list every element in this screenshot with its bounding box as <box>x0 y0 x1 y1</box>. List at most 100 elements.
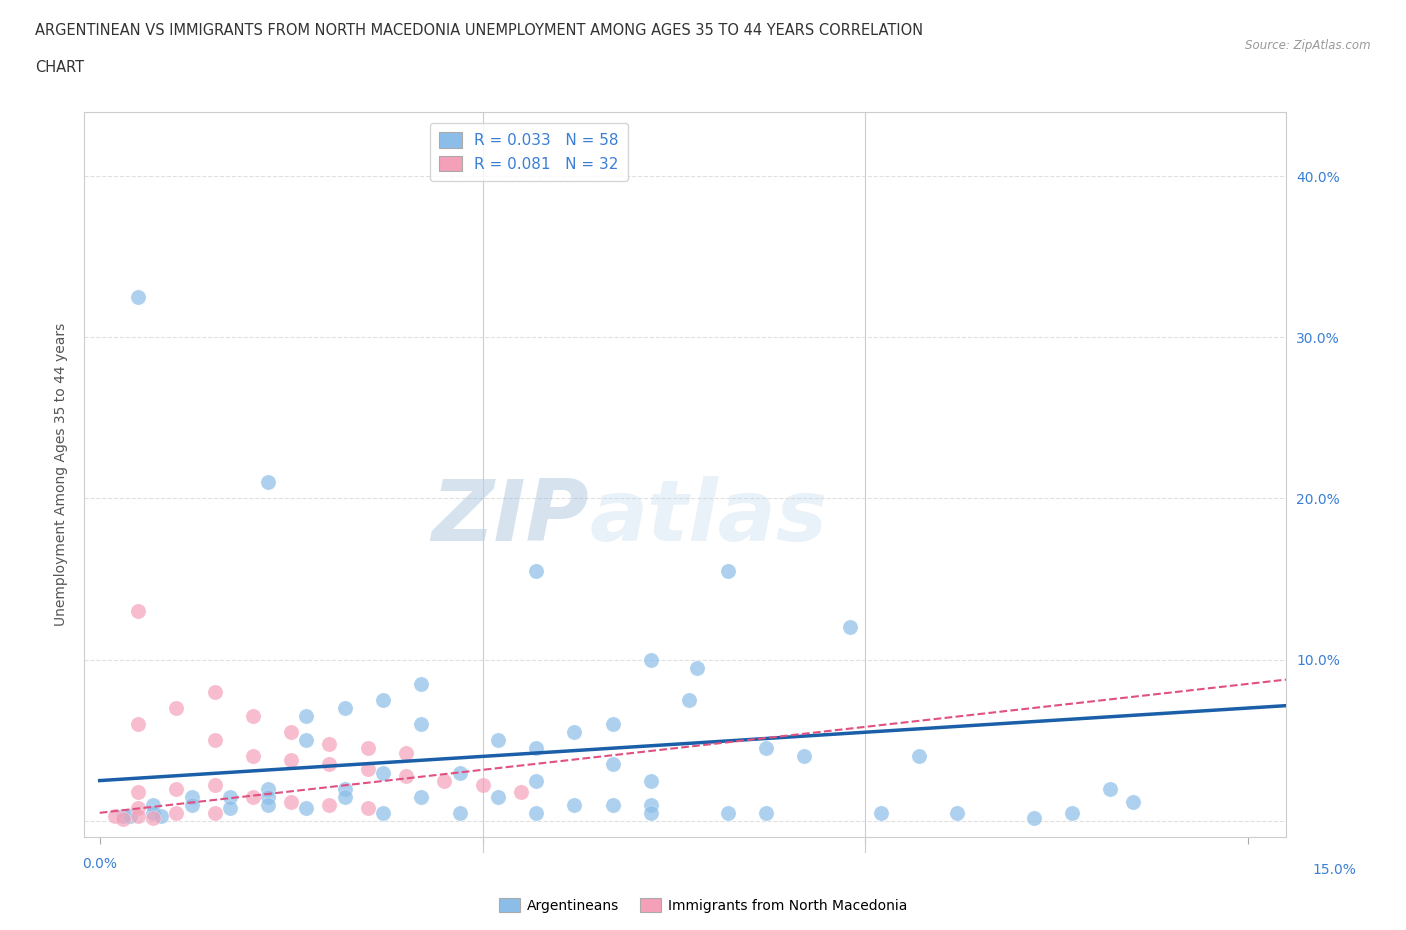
Y-axis label: Unemployment Among Ages 35 to 44 years: Unemployment Among Ages 35 to 44 years <box>55 323 69 626</box>
Point <box>104 808 127 823</box>
Point <box>524 564 547 578</box>
Point <box>371 765 394 780</box>
Point <box>333 781 356 796</box>
Point <box>142 805 165 820</box>
Point <box>204 805 226 820</box>
Point <box>242 709 264 724</box>
Point <box>111 812 134 827</box>
Point <box>433 773 456 788</box>
Point <box>716 805 738 820</box>
Point <box>411 717 433 732</box>
Point <box>127 289 149 304</box>
Point <box>257 475 280 490</box>
Text: atlas: atlas <box>589 476 827 559</box>
Point <box>524 805 547 820</box>
Point <box>356 741 378 756</box>
Point <box>356 762 378 777</box>
Point <box>218 801 240 816</box>
Point <box>486 733 509 748</box>
Point <box>257 790 280 804</box>
Point <box>908 749 931 764</box>
Point <box>280 794 302 809</box>
Point <box>127 717 149 732</box>
Point <box>869 805 891 820</box>
Point <box>127 801 149 816</box>
Point <box>142 810 165 825</box>
Point <box>218 790 240 804</box>
Point <box>142 797 165 812</box>
Point <box>640 652 662 667</box>
Text: 15.0%: 15.0% <box>1313 863 1357 877</box>
Point <box>180 797 202 812</box>
Point <box>755 805 778 820</box>
Point <box>371 693 394 708</box>
Point <box>295 801 318 816</box>
Point <box>449 805 471 820</box>
Point <box>242 790 264 804</box>
Point <box>524 741 547 756</box>
Point <box>602 717 624 732</box>
Point <box>257 781 280 796</box>
Point <box>204 733 226 748</box>
Point <box>204 684 226 699</box>
Point <box>1022 810 1045 825</box>
Point <box>280 724 302 739</box>
Point <box>127 808 149 823</box>
Text: ARGENTINEAN VS IMMIGRANTS FROM NORTH MACEDONIA UNEMPLOYMENT AMONG AGES 35 TO 44 : ARGENTINEAN VS IMMIGRANTS FROM NORTH MAC… <box>35 23 924 38</box>
Point <box>640 797 662 812</box>
Point <box>946 805 969 820</box>
Point <box>333 700 356 715</box>
Point <box>111 808 134 823</box>
Point <box>165 700 187 715</box>
Point <box>257 797 280 812</box>
Point <box>602 797 624 812</box>
Point <box>242 749 264 764</box>
Point <box>371 805 394 820</box>
Point <box>509 784 531 799</box>
Legend: Argentineans, Immigrants from North Macedonia: Argentineans, Immigrants from North Mace… <box>494 893 912 919</box>
Point <box>564 724 586 739</box>
Point <box>1122 794 1144 809</box>
Point <box>411 676 433 691</box>
Point <box>486 790 509 804</box>
Point <box>280 752 302 767</box>
Point <box>204 778 226 793</box>
Point <box>165 805 187 820</box>
Point <box>120 808 142 823</box>
Point <box>524 773 547 788</box>
Point <box>333 790 356 804</box>
Point <box>127 784 149 799</box>
Point <box>149 808 172 823</box>
Point <box>318 736 340 751</box>
Text: CHART: CHART <box>35 60 84 75</box>
Text: 0.0%: 0.0% <box>82 857 117 871</box>
Point <box>678 693 700 708</box>
Point <box>686 660 709 675</box>
Point <box>449 765 471 780</box>
Point <box>127 604 149 618</box>
Point <box>318 797 340 812</box>
Point <box>839 620 862 635</box>
Point <box>602 757 624 772</box>
Point <box>640 773 662 788</box>
Point <box>411 790 433 804</box>
Point <box>165 781 187 796</box>
Point <box>1099 781 1122 796</box>
Point <box>318 757 340 772</box>
Point <box>471 778 494 793</box>
Point <box>755 741 778 756</box>
Point <box>564 797 586 812</box>
Point <box>180 790 202 804</box>
Text: ZIP: ZIP <box>432 476 589 559</box>
Point <box>640 805 662 820</box>
Point <box>295 709 318 724</box>
Point <box>793 749 815 764</box>
Point <box>295 733 318 748</box>
Point <box>356 801 378 816</box>
Legend: R = 0.033   N = 58, R = 0.081   N = 32: R = 0.033 N = 58, R = 0.081 N = 32 <box>430 123 628 180</box>
Point <box>395 768 418 783</box>
Point <box>1062 805 1084 820</box>
Text: Source: ZipAtlas.com: Source: ZipAtlas.com <box>1246 39 1371 52</box>
Point <box>716 564 738 578</box>
Point <box>395 746 418 761</box>
